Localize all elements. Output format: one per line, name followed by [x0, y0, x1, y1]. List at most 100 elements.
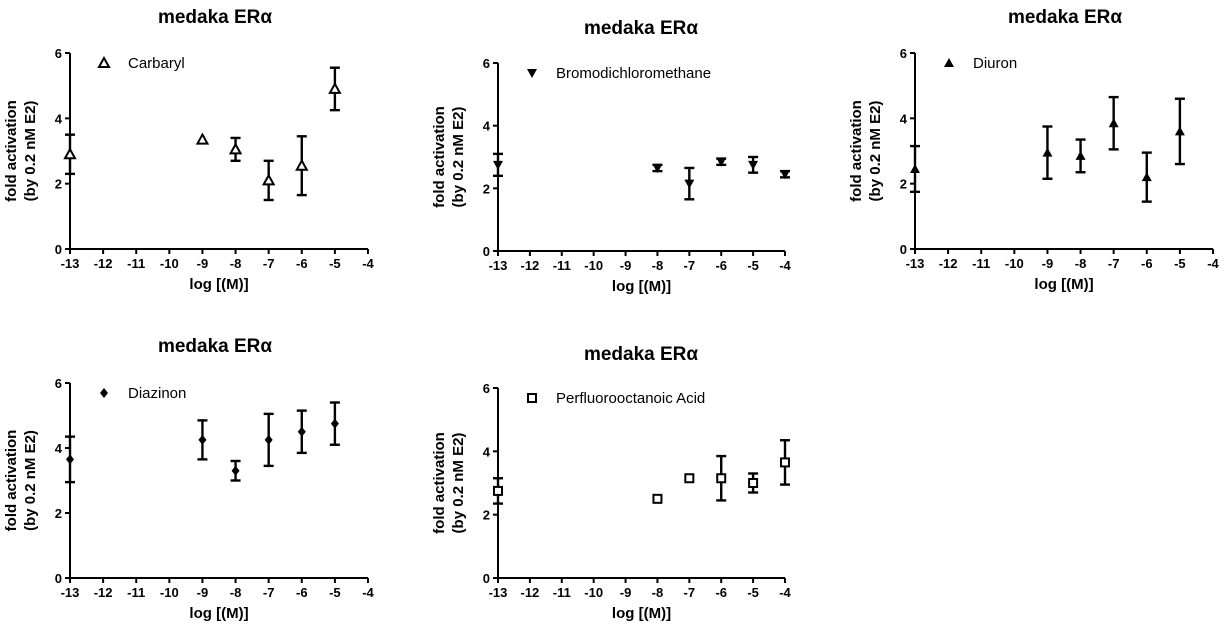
chart-panel-3: medaka ERα 0 2 4 6 -13 -12 -11 -10 -9 -8 -7 -6 -5 -4 fo… — [848, 7, 1220, 293]
legend-label: Bromodichloromethane — [556, 65, 711, 82]
y-tick-label: 6 — [55, 46, 62, 61]
x-axis-label: log [(M)] — [612, 278, 671, 295]
x-tick-label: -10 — [584, 258, 603, 273]
x-tick-label: -4 — [362, 585, 374, 600]
y-axis-label-line2: (by 0.2 nM E2) — [867, 101, 884, 202]
x-tick-label: -9 — [620, 585, 632, 600]
y-axis-label-line1: fold activation — [431, 432, 448, 534]
y-axis-label-line2: (by 0.2 nM E2) — [450, 433, 467, 534]
marker-triangle-down-filled — [748, 160, 759, 170]
x-tick-label: -5 — [329, 256, 341, 271]
x-tick-label: -5 — [747, 258, 759, 273]
x-tick-label: -13 — [61, 256, 80, 271]
x-tick-label: -10 — [160, 256, 179, 271]
chart-title: medaka ERα — [584, 18, 698, 39]
x-tick-label: -6 — [296, 256, 308, 271]
x-tick-label: -12 — [520, 585, 539, 600]
marker-triangle-filled — [1075, 150, 1086, 160]
x-tick-label: -4 — [779, 258, 791, 273]
legend-label: Diazinon — [128, 385, 186, 402]
chart-title: medaka ERα — [158, 336, 272, 357]
x-tick-label: -5 — [329, 585, 341, 600]
x-tick-label: -11 — [553, 585, 571, 600]
x-tick-label: -4 — [362, 256, 374, 271]
marker-triangle-open — [295, 158, 309, 171]
x-tick-label: -9 — [620, 258, 632, 273]
marker-diamond-filled — [297, 426, 306, 437]
y-tick-label: 6 — [483, 56, 490, 71]
series-diuron: Diuron — [910, 55, 1185, 203]
x-tick-label: -11 — [127, 585, 145, 600]
x-tick-label: -7 — [263, 585, 275, 600]
y-tick-label: 2 — [55, 506, 62, 521]
x-tick-label: -8 — [652, 585, 664, 600]
x-axis-label: log [(M)] — [612, 605, 671, 622]
x-tick-label: -4 — [779, 585, 791, 600]
y-tick-label: 4 — [483, 444, 491, 459]
y-axis-label-line1: fold activation — [3, 100, 20, 202]
chart-panel-2: medaka ERα 0 2 4 6 -13 -12 -11 -10 -9 -8 -7 -6 -5 -4 fo… — [431, 18, 792, 295]
chart-panel-5: medaka ERα 0 2 4 6 -13 -12 -11 -10 -9 -8 -7 -6 -5 -4 fo… — [431, 344, 792, 622]
y-axis-label-line2: (by 0.2 nM E2) — [22, 430, 39, 531]
x-tick-label: -11 — [972, 256, 990, 271]
series-carbaryl: Carbaryl — [63, 55, 342, 202]
marker-triangle-open — [261, 173, 276, 186]
x-tick-label: -7 — [684, 585, 696, 600]
marker-square-open — [748, 478, 759, 488]
y-tick-label: 0 — [900, 242, 907, 257]
x-tick-label: -12 — [939, 256, 958, 271]
x-tick-label: -7 — [263, 256, 275, 271]
y-axis-label-line1: fold activation — [848, 100, 865, 202]
x-tick-label: -10 — [160, 585, 179, 600]
marker-diamond-filled — [330, 418, 339, 429]
x-tick-label: -6 — [715, 258, 727, 273]
chart-title: medaka ERα — [584, 344, 698, 365]
chart-title: medaka ERα — [158, 7, 272, 28]
y-tick-label: 0 — [483, 571, 490, 586]
x-tick-label: -11 — [553, 258, 571, 273]
marker-square-open — [527, 393, 537, 403]
x-tick-label: -9 — [1042, 256, 1054, 271]
marker-square-open — [652, 493, 663, 504]
y-tick-label: 6 — [900, 46, 907, 61]
y-tick-label: 0 — [55, 571, 62, 586]
y-axis-label-line1: fold activation — [3, 430, 20, 532]
marker-diamond-filled — [264, 434, 273, 445]
chart-panel-1: medaka ERα 0 2 4 6 -13 -12 -11 -10 -9 -8 -7 -6 -5 -4 fo… — [3, 7, 375, 293]
x-tick-label: -11 — [127, 256, 145, 271]
x-tick-label: -5 — [1174, 256, 1186, 271]
marker-square-open — [493, 485, 503, 496]
marker-diamond-filled — [66, 454, 74, 465]
x-axis-label: log [(M)] — [189, 605, 248, 622]
x-tick-label: -7 — [684, 258, 696, 273]
x-tick-label: -5 — [747, 585, 759, 600]
marker-square-open — [780, 457, 790, 468]
x-tick-label: -10 — [1005, 256, 1024, 271]
y-tick-label: 2 — [483, 181, 490, 196]
x-axis-label: log [(M)] — [189, 276, 248, 293]
x-axis-label: log [(M)] — [1034, 276, 1093, 293]
marker-triangle-down-filled — [527, 69, 537, 78]
x-tick-label: -13 — [61, 585, 80, 600]
x-tick-label: -12 — [520, 258, 539, 273]
y-tick-label: 4 — [55, 111, 63, 126]
marker-diamond-filled — [198, 434, 207, 445]
marker-triangle-filled — [1174, 126, 1185, 136]
x-tick-label: -7 — [1108, 256, 1120, 271]
marker-triangle-down-filled — [716, 157, 727, 167]
x-tick-label: -9 — [197, 256, 209, 271]
marker-triangle-filled — [1042, 147, 1053, 157]
marker-triangle-open — [228, 142, 243, 155]
legend-label: Carbaryl — [128, 55, 185, 72]
x-tick-label: -6 — [296, 585, 308, 600]
x-tick-label: -4 — [1207, 256, 1219, 271]
marker-triangle-down-filled — [652, 163, 663, 173]
y-tick-label: 2 — [483, 508, 490, 523]
marker-triangle-filled — [944, 58, 954, 67]
y-tick-label: 2 — [900, 177, 907, 192]
x-tick-label: -8 — [230, 256, 242, 271]
marker-triangle-filled — [910, 163, 920, 173]
legend-label: Diuron — [973, 55, 1017, 72]
marker-triangle-filled — [1141, 172, 1152, 182]
y-tick-label: 6 — [55, 376, 62, 391]
